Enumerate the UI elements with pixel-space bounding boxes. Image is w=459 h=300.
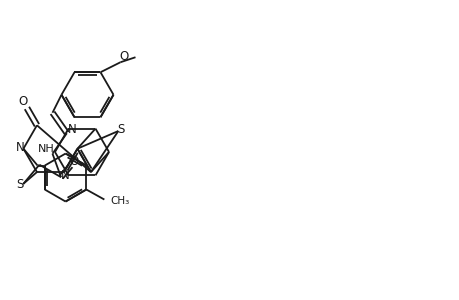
Text: O: O — [18, 94, 28, 108]
Text: S: S — [118, 123, 125, 136]
Text: N: N — [61, 169, 70, 182]
Text: S: S — [17, 178, 24, 191]
Text: NH: NH — [38, 144, 55, 154]
Text: N: N — [67, 123, 76, 136]
Text: O: O — [120, 50, 129, 63]
Text: CH₃: CH₃ — [110, 196, 129, 206]
Text: O: O — [69, 155, 78, 168]
Text: N: N — [16, 141, 24, 154]
